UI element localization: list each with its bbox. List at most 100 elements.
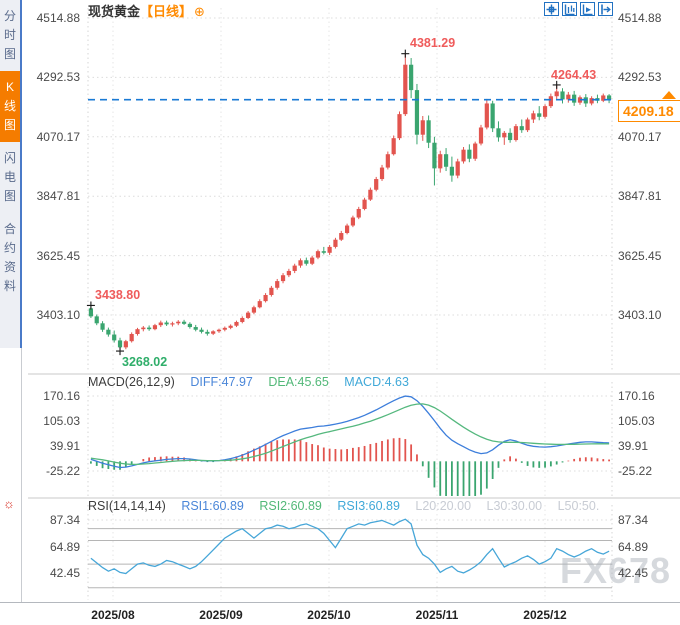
candle-up bbox=[141, 327, 146, 330]
rsi-line bbox=[90, 518, 610, 575]
candle-up bbox=[292, 265, 297, 271]
candle-up bbox=[385, 154, 390, 168]
candle-up bbox=[525, 119, 530, 131]
sidebar-item-3[interactable]: 合约资料 bbox=[3, 222, 16, 293]
macd-name: MACD(26,12,9) bbox=[88, 375, 175, 389]
candle-up bbox=[356, 208, 361, 218]
candle-up bbox=[339, 233, 344, 240]
rsi-y-label-left-2: 42.45 bbox=[49, 566, 80, 580]
candle-up bbox=[478, 127, 484, 144]
x-axis-label-4: 2025/12 bbox=[523, 608, 567, 622]
candle-up bbox=[362, 199, 367, 209]
rsi-header: RSI(14,14,14) RSI1:60.89 RSI2:60.89 RSI3… bbox=[88, 499, 599, 513]
macd-y-label-left-3: -25.22 bbox=[45, 464, 80, 478]
macd-histogram bbox=[90, 437, 610, 496]
chart-toolbar bbox=[544, 2, 613, 16]
candle-up bbox=[135, 329, 140, 334]
instrument-title: 现货黄金 bbox=[88, 4, 141, 19]
main-y-label-right-4: 3625.45 bbox=[618, 249, 662, 263]
extreme-marker bbox=[401, 49, 410, 58]
rsi-name: RSI(14,14,14) bbox=[88, 499, 166, 513]
candle-up bbox=[403, 64, 408, 115]
main-y-label-right-3: 3847.81 bbox=[618, 189, 662, 203]
candle-down bbox=[449, 166, 454, 176]
candle-up bbox=[123, 341, 128, 348]
candle-up bbox=[240, 317, 245, 322]
macd-y-label-right-2: 39.91 bbox=[618, 439, 649, 453]
candle-up bbox=[263, 294, 268, 302]
candle-up bbox=[170, 323, 175, 325]
rsi-y-label-right-1: 64.89 bbox=[618, 540, 649, 554]
candle-down bbox=[205, 331, 210, 334]
macd-dea-line bbox=[90, 403, 610, 466]
candle-up bbox=[211, 331, 216, 334]
macd-header: MACD(26,12,9) DIFF:47.97 DEA:45.65 MACD:… bbox=[88, 375, 409, 389]
candle-down bbox=[88, 308, 94, 317]
sidebar-item-2[interactable]: 闪电图 bbox=[3, 151, 16, 203]
candle-down bbox=[467, 149, 472, 159]
indicator-settings-icon[interactable]: ☼ bbox=[3, 496, 15, 511]
candle-down bbox=[508, 132, 513, 141]
candle-up bbox=[251, 307, 257, 313]
period-label: 【日线】 bbox=[140, 4, 193, 19]
candle-down bbox=[100, 323, 105, 330]
main-y-label-right-0: 4514.88 bbox=[618, 11, 662, 25]
rsi1-value: RSI1:60.89 bbox=[181, 499, 244, 513]
rsi-y-label-left-0: 87.34 bbox=[49, 513, 80, 527]
fit-chart-icon[interactable] bbox=[562, 2, 577, 16]
macd-y-label-left-1: 105.03 bbox=[43, 414, 80, 428]
rsi-y-label-left-1: 64.89 bbox=[49, 540, 80, 554]
candle-up bbox=[158, 322, 163, 326]
rsi-l20-label: L20:20.00 bbox=[415, 499, 472, 513]
rsi-y-label-right-0: 87.34 bbox=[618, 513, 649, 527]
sidebar-divider-line bbox=[21, 348, 22, 602]
main-y-label-left-4: 3625.45 bbox=[36, 249, 80, 263]
candle-down bbox=[117, 340, 123, 348]
candle-up bbox=[397, 114, 402, 139]
candle-up bbox=[333, 239, 338, 247]
candle-down bbox=[560, 91, 565, 100]
candlestick-series bbox=[88, 53, 612, 352]
rsi-l30-label: L30:30.00 bbox=[486, 499, 543, 513]
candle-up bbox=[601, 95, 606, 101]
pan-right-icon[interactable] bbox=[598, 2, 613, 16]
candle-down bbox=[490, 103, 495, 129]
add-indicator-icon[interactable]: ⊕ bbox=[194, 4, 205, 19]
candle-up bbox=[298, 260, 303, 266]
price-annotation-2: 4381.29 bbox=[410, 36, 456, 50]
candle-up bbox=[315, 251, 321, 258]
candle-down bbox=[112, 334, 117, 341]
candle-up bbox=[344, 225, 350, 234]
crosshair-icon[interactable] bbox=[544, 2, 559, 16]
candle-up bbox=[269, 287, 274, 295]
candle-down bbox=[572, 94, 577, 103]
candle-up bbox=[286, 270, 291, 276]
macd-y-label-left-2: 39.91 bbox=[49, 439, 80, 453]
candle-up bbox=[391, 138, 396, 155]
x-axis-label-2: 2025/10 bbox=[307, 608, 351, 622]
candle-down bbox=[187, 323, 192, 328]
main-y-label-right-2: 4070.17 bbox=[618, 130, 662, 144]
price-annotation-1: 3268.02 bbox=[122, 355, 168, 369]
candle-down bbox=[94, 316, 99, 324]
candle-up bbox=[438, 154, 443, 169]
macd-dea-value: DEA:45.65 bbox=[268, 375, 329, 389]
candle-down bbox=[426, 120, 431, 143]
x-axis-label-0: 2025/08 bbox=[91, 608, 135, 622]
rsi-l50-label: L50:50. bbox=[557, 499, 600, 513]
candle-down bbox=[443, 154, 449, 167]
candle-down bbox=[199, 329, 204, 332]
sidebar-item-0[interactable]: 分时图 bbox=[3, 9, 16, 61]
candle-up bbox=[531, 113, 536, 120]
candle-up bbox=[310, 257, 315, 264]
extreme-marker bbox=[86, 301, 95, 310]
candle-down bbox=[106, 329, 111, 335]
sidebar-accent-line bbox=[20, 0, 22, 348]
main-y-label-left-3: 3847.81 bbox=[36, 189, 80, 203]
chart-play-icon[interactable] bbox=[580, 2, 595, 16]
candle-down bbox=[147, 327, 152, 330]
macd-diff-line bbox=[90, 395, 610, 469]
